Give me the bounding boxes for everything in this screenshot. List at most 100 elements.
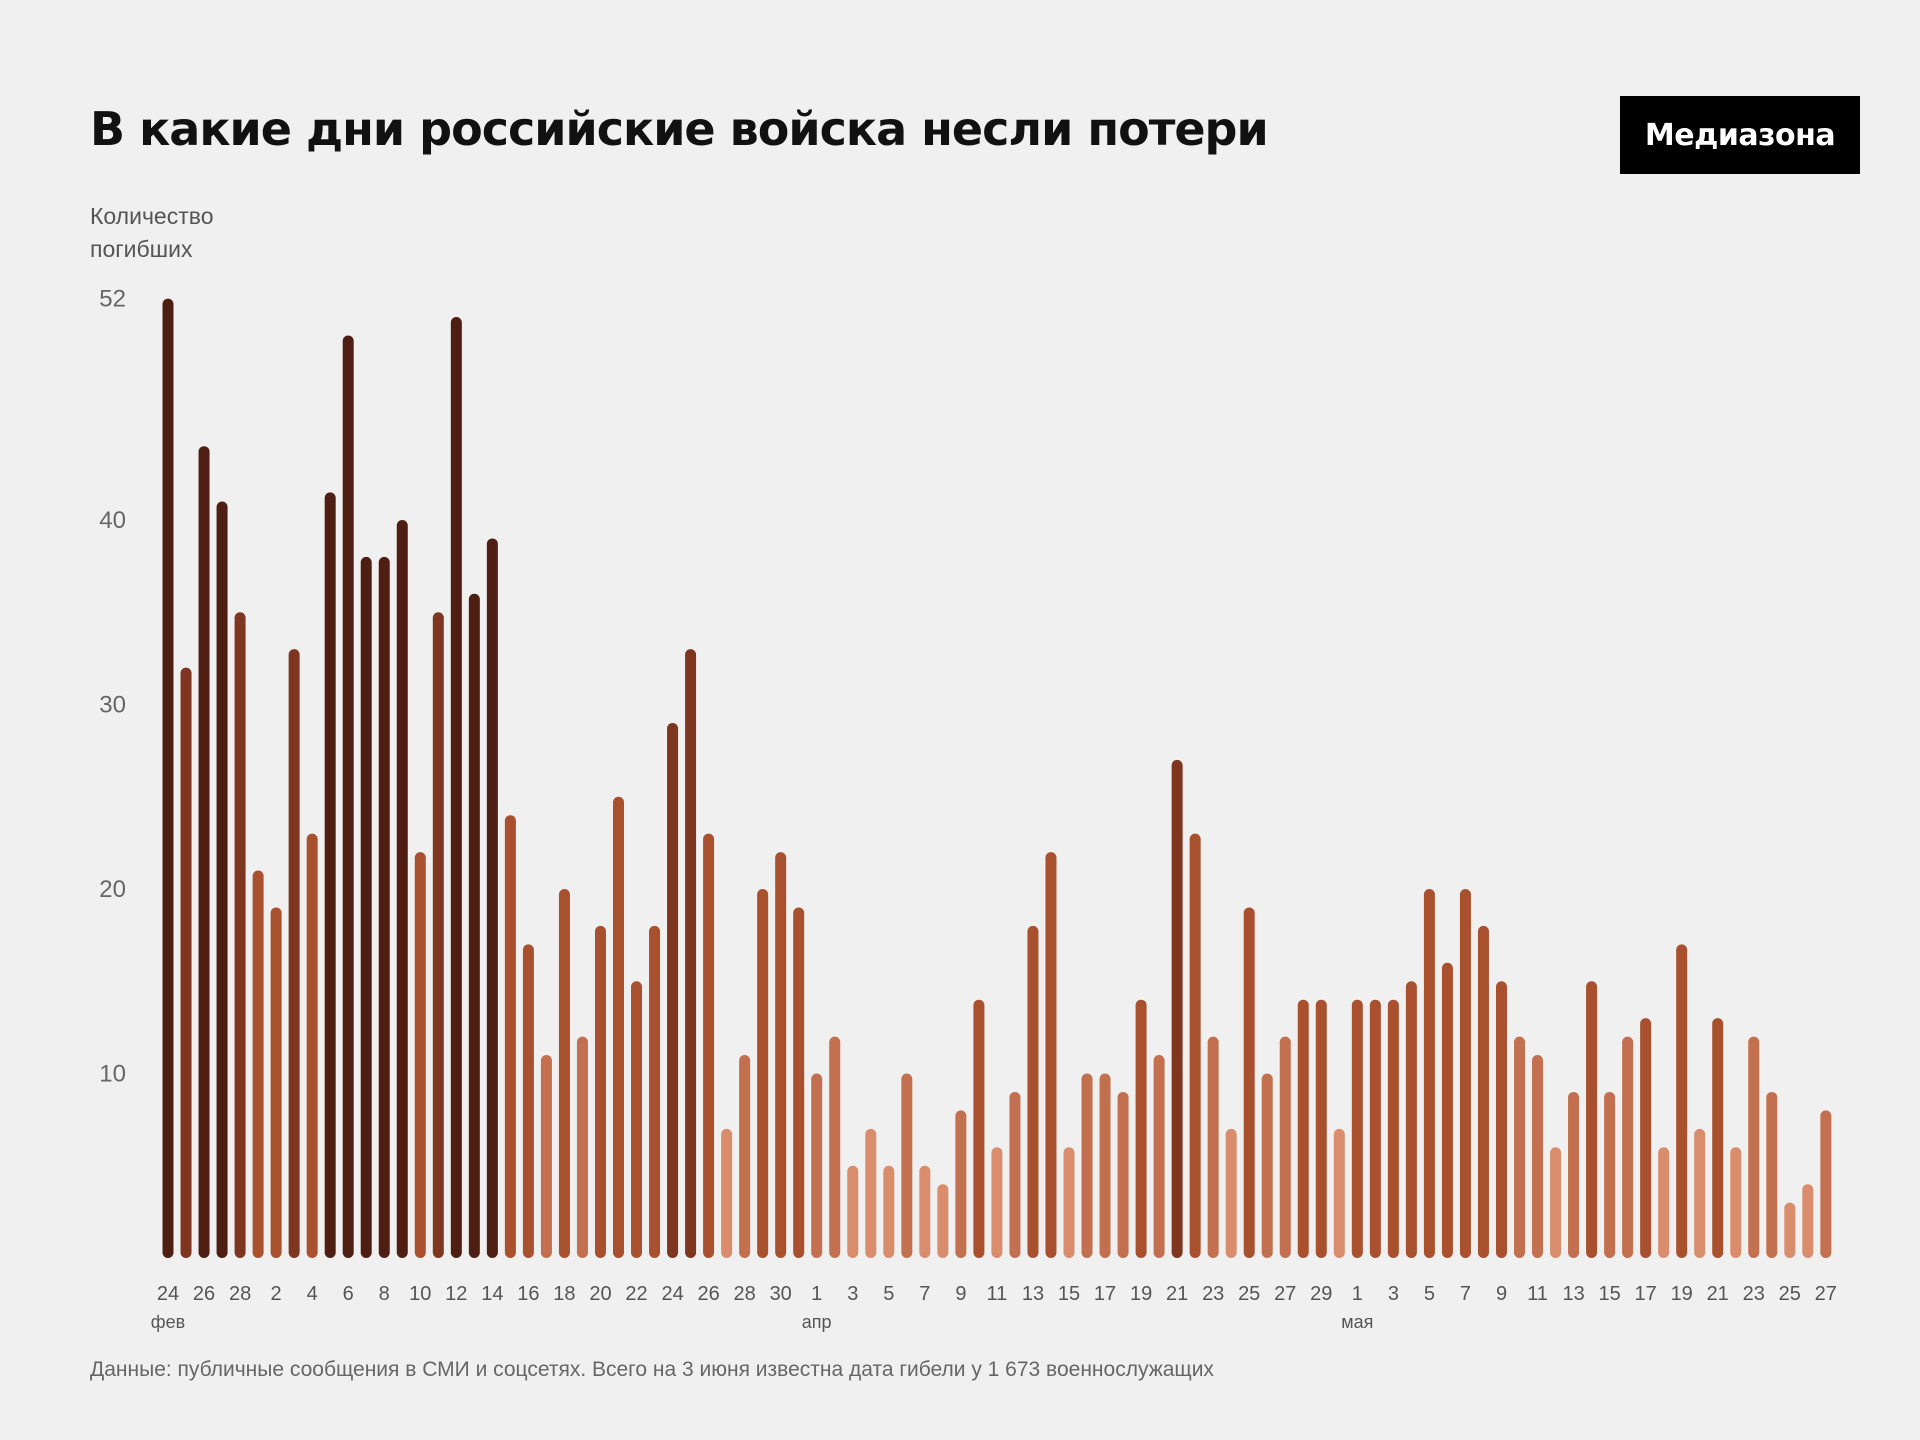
bar[interactable] <box>667 722 679 1258</box>
bar[interactable] <box>1459 889 1471 1258</box>
y-tick-labels: 10 20 30 40 52 <box>99 286 126 1088</box>
bar[interactable] <box>613 796 624 1258</box>
bar[interactable] <box>1586 981 1598 1258</box>
bar[interactable] <box>1622 1036 1634 1258</box>
bar[interactable] <box>847 1165 859 1258</box>
bar[interactable] <box>234 612 246 1258</box>
bar[interactable] <box>198 446 210 1258</box>
bar[interactable] <box>324 492 336 1259</box>
bar[interactable] <box>883 1165 895 1258</box>
bar[interactable] <box>594 925 606 1258</box>
bar[interactable] <box>865 1128 877 1258</box>
bar[interactable] <box>703 833 715 1258</box>
bar[interactable] <box>1477 925 1489 1258</box>
bar[interactable] <box>1333 1128 1345 1258</box>
bar[interactable] <box>288 649 300 1258</box>
bar[interactable] <box>378 556 390 1258</box>
bar[interactable] <box>1820 1110 1832 1258</box>
mediazona-logo[interactable]: Медиазона <box>1620 96 1860 174</box>
bar[interactable] <box>1712 1018 1724 1258</box>
bar[interactable] <box>811 1073 823 1259</box>
bar[interactable] <box>306 833 318 1258</box>
bar[interactable] <box>1153 1055 1165 1258</box>
bar[interactable] <box>1135 999 1147 1258</box>
bar[interactable] <box>793 907 805 1258</box>
x-tick-label: 2 <box>271 1283 282 1305</box>
bar[interactable] <box>1694 1128 1706 1258</box>
bar[interactable] <box>1802 1184 1814 1258</box>
bar[interactable] <box>540 1055 552 1258</box>
bar[interactable] <box>1387 999 1399 1258</box>
bar[interactable] <box>1243 907 1255 1258</box>
bar[interactable] <box>162 298 174 1259</box>
bar[interactable] <box>1063 1147 1075 1258</box>
bar[interactable] <box>1045 852 1057 1258</box>
bar[interactable] <box>414 852 426 1258</box>
bar[interactable] <box>919 1165 931 1258</box>
bar[interactable] <box>1423 889 1435 1258</box>
bar[interactable] <box>216 501 228 1258</box>
bar[interactable] <box>901 1073 913 1259</box>
x-tick-label: 10 <box>409 1283 431 1305</box>
bar[interactable] <box>360 556 372 1258</box>
bar[interactable] <box>504 815 516 1258</box>
bar[interactable] <box>1027 925 1039 1258</box>
bar[interactable] <box>1532 1055 1544 1258</box>
bar[interactable] <box>468 593 480 1258</box>
bar[interactable] <box>1225 1128 1237 1258</box>
bar[interactable] <box>829 1036 841 1258</box>
bar[interactable] <box>1658 1147 1670 1258</box>
bar[interactable] <box>1640 1018 1652 1258</box>
bar[interactable] <box>991 1147 1003 1258</box>
bar[interactable] <box>1550 1147 1562 1258</box>
bar[interactable] <box>486 538 498 1258</box>
bar[interactable] <box>739 1055 751 1258</box>
bar[interactable] <box>1405 981 1417 1258</box>
bar[interactable] <box>757 889 769 1258</box>
bar[interactable] <box>955 1110 967 1258</box>
bar[interactable] <box>973 999 985 1258</box>
x-tick-label: 5 <box>883 1283 894 1305</box>
y-tick-label: 30 <box>99 692 126 719</box>
bar[interactable] <box>775 852 787 1258</box>
bar[interactable] <box>270 907 282 1258</box>
bar[interactable] <box>252 870 264 1258</box>
bar[interactable] <box>1730 1147 1742 1258</box>
bar[interactable] <box>1514 1036 1525 1258</box>
bar[interactable] <box>396 520 408 1258</box>
bar[interactable] <box>342 335 354 1259</box>
bar[interactable] <box>1171 759 1183 1258</box>
bar[interactable] <box>1009 1091 1021 1258</box>
bar[interactable] <box>1495 981 1507 1258</box>
bar[interactable] <box>558 889 570 1258</box>
bar[interactable] <box>522 944 534 1258</box>
bar[interactable] <box>180 667 192 1258</box>
bar[interactable] <box>1784 1202 1796 1258</box>
bar[interactable] <box>1207 1036 1219 1258</box>
bar[interactable] <box>685 649 697 1258</box>
bar[interactable] <box>1676 944 1688 1258</box>
bar[interactable] <box>631 981 643 1258</box>
bar[interactable] <box>1189 833 1201 1258</box>
bar[interactable] <box>1099 1073 1111 1259</box>
bar[interactable] <box>721 1128 733 1258</box>
bar[interactable] <box>450 317 462 1258</box>
bar[interactable] <box>1351 999 1363 1258</box>
bar[interactable] <box>1441 962 1453 1258</box>
bar[interactable] <box>937 1184 949 1258</box>
bar[interactable] <box>576 1036 588 1258</box>
bar[interactable] <box>1315 999 1327 1258</box>
bar[interactable] <box>1261 1073 1273 1259</box>
bar[interactable] <box>1568 1091 1580 1258</box>
bar[interactable] <box>1766 1091 1778 1258</box>
bar[interactable] <box>649 925 661 1258</box>
bar[interactable] <box>1297 999 1309 1258</box>
bar[interactable] <box>1604 1091 1616 1258</box>
bar[interactable] <box>432 612 444 1258</box>
bar[interactable] <box>1081 1073 1093 1259</box>
bar[interactable] <box>1279 1036 1291 1258</box>
bar[interactable] <box>1117 1091 1129 1258</box>
month-label: апр <box>802 1312 832 1332</box>
bar[interactable] <box>1369 999 1381 1258</box>
bar[interactable] <box>1748 1036 1760 1258</box>
